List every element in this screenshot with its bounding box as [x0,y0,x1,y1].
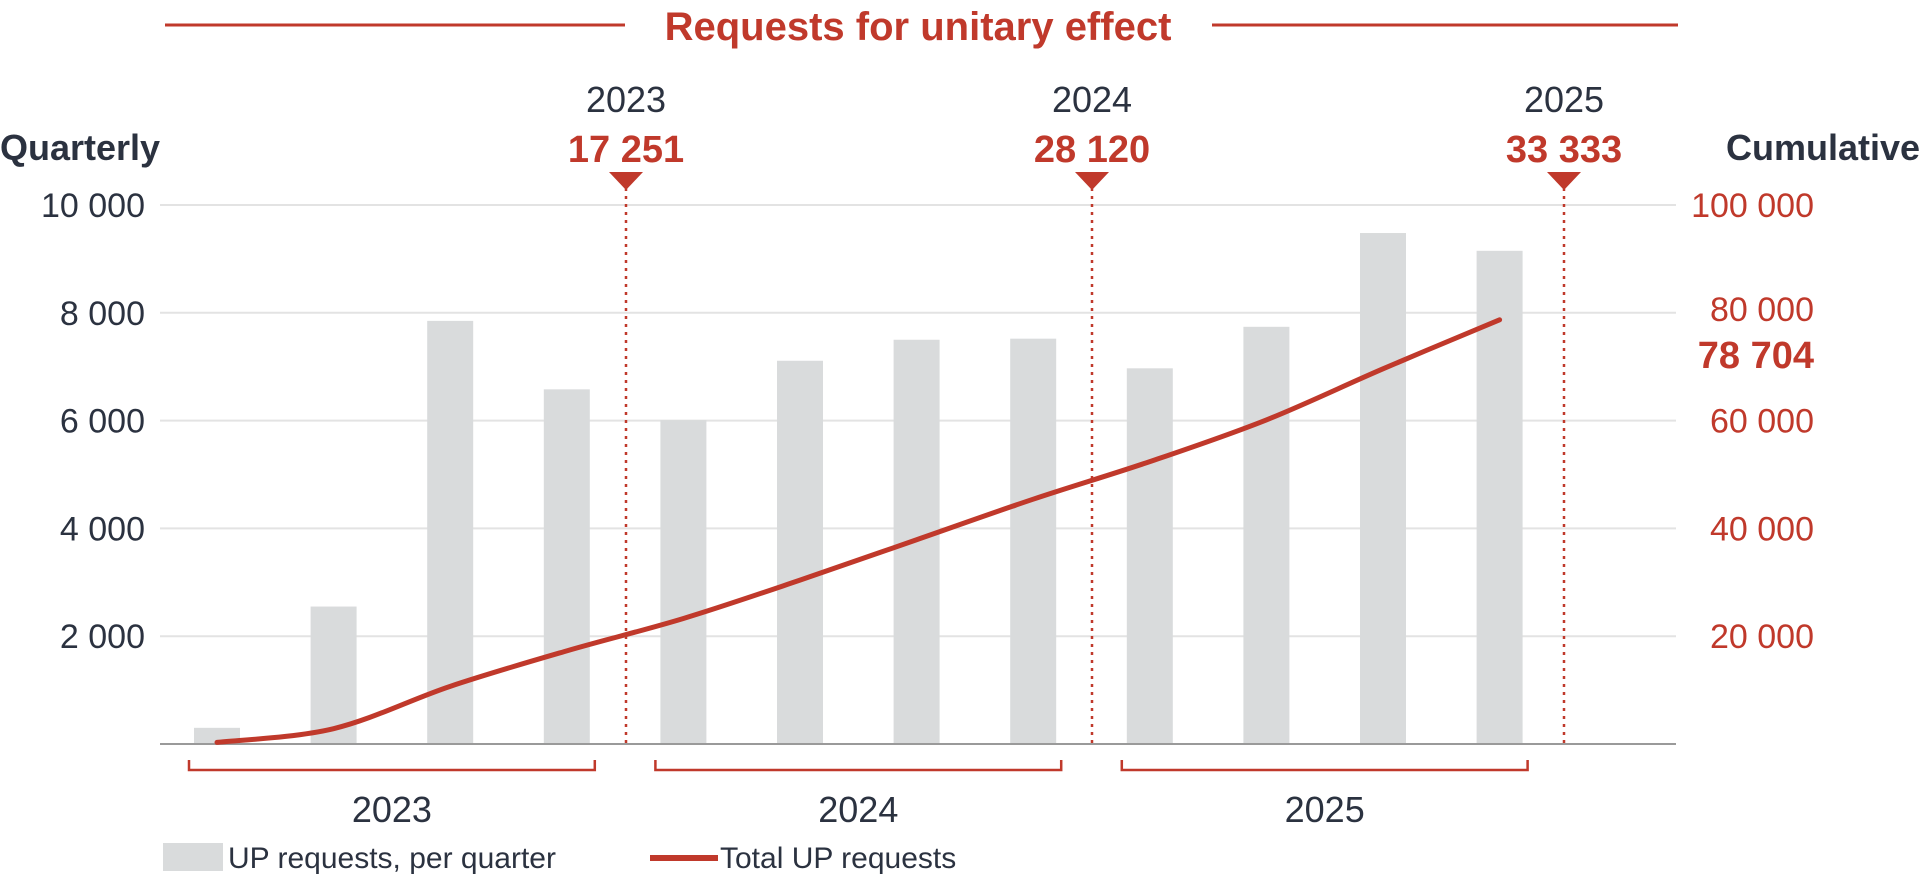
year-markers: 2023 17 251 2024 28 120 2025 33 333 [568,79,1622,744]
legend-bar-label: UP requests, per quarter [228,842,556,875]
left-tick-label: 2 000 [60,618,145,656]
bar [1127,368,1173,744]
left-tick-label: 6 000 [60,403,145,441]
total-line [217,320,1500,743]
year-marker-value: 28 120 [1034,129,1150,171]
year-marker-year: 2024 [1052,79,1132,120]
bar [1243,327,1289,744]
left-tick-label: 4 000 [60,510,145,548]
year-bracket [1122,760,1528,770]
x-year-label: 2025 [1285,789,1365,830]
year-bracket [655,760,1061,770]
right-tick-label: 100 000 [1691,187,1814,225]
year-marker-value: 17 251 [568,129,684,171]
year-axis: 2023 2024 2025 [189,760,1528,830]
bar [1010,339,1056,744]
right-tick-label: 80 000 [1710,291,1814,329]
x-year-label: 2024 [818,789,898,830]
year-marker-year: 2025 [1524,79,1604,120]
right-axis-title: Cumulative [1726,127,1920,168]
left-tick-label: 10 000 [41,187,145,225]
bar [544,389,590,744]
bar [660,420,706,744]
year-marker-value: 33 333 [1506,129,1622,171]
legend: UP requests, per quarter Total UP reques… [163,842,956,875]
year-marker-triangle [1547,172,1581,190]
left-axis-title: Quarterly [0,127,160,168]
year-marker-triangle [609,172,643,190]
end-value-label: 78 704 [1698,335,1814,377]
bar [777,361,823,744]
legend-line-label: Total UP requests [720,842,956,875]
year-marker-triangle [1075,172,1109,190]
legend-bar-swatch [163,843,223,871]
right-tick-label: 60 000 [1710,403,1814,441]
left-tick-label: 8 000 [60,295,145,333]
right-tick-label: 20 000 [1710,618,1814,656]
year-bracket [189,760,595,770]
chart-title: Requests for unitary effect [665,5,1172,49]
right-tick-label: 40 000 [1710,510,1814,548]
x-year-label: 2023 [352,789,432,830]
year-marker-year: 2023 [586,79,666,120]
bar-series [194,233,1523,744]
bar [1360,233,1406,744]
